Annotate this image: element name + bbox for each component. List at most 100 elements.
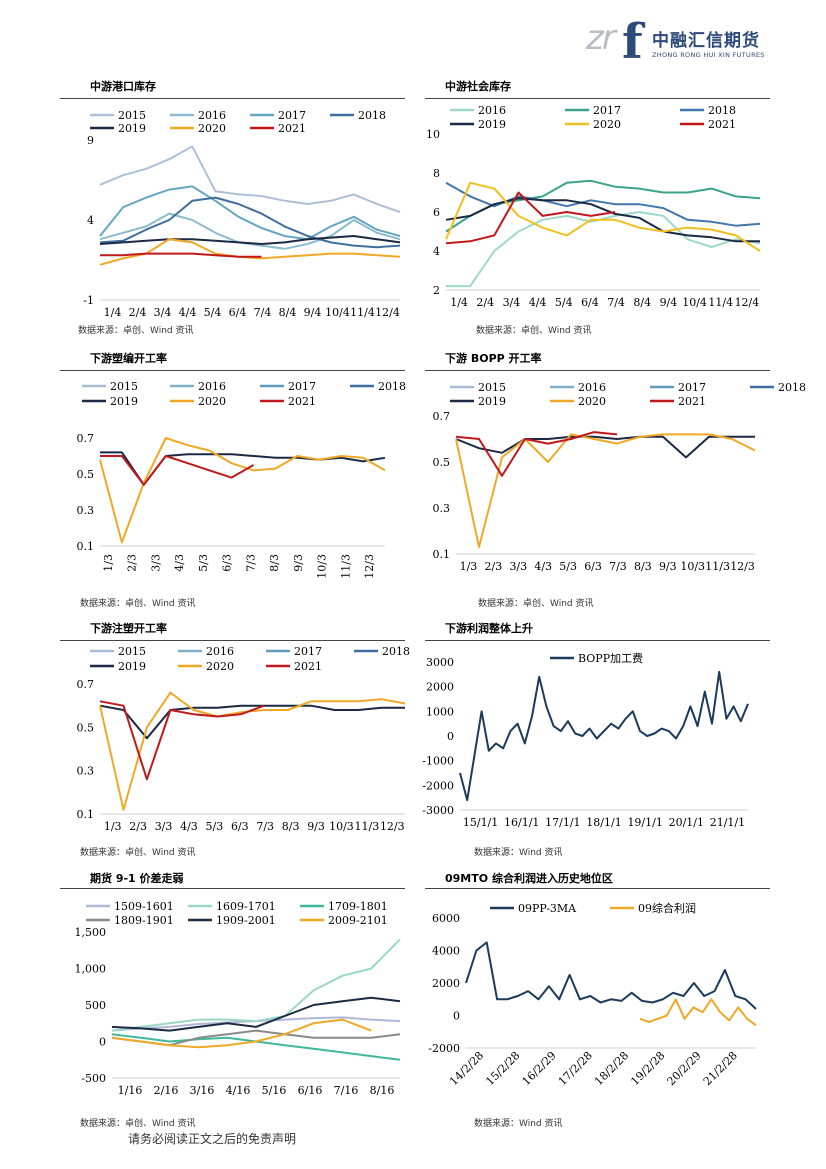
x-tick-label: 10/3 <box>316 554 329 579</box>
x-tick-label: 12/3 <box>363 554 376 579</box>
x-tick-label: 16/1/1 <box>504 816 539 829</box>
legend-label: 2021 <box>294 660 322 673</box>
x-tick-label: 5/3 <box>206 820 224 833</box>
chart-title: 下游注塑开工率 <box>90 622 167 635</box>
y-tick-label: 2000 <box>432 977 460 990</box>
x-tick-label: 1/4 <box>450 296 468 309</box>
legend-item: 2015 <box>90 645 146 658</box>
legend-item: 2017 <box>266 645 322 658</box>
x-tick-label: 17/1/1 <box>545 816 580 829</box>
x-tick-label: 5/3 <box>559 560 577 573</box>
chart-title: 下游塑编开工率 <box>90 352 167 365</box>
x-axis: 1/4 2/4 3/4 4/4 5/4 6/4 7/4 8/4 9/4 10/4 11/4 12/4 <box>104 306 400 319</box>
x-tick-label: 7/3 <box>244 554 257 572</box>
chart-source: 数据来源：卓创、Wind 资讯 <box>478 599 594 609</box>
legend-label: 2015 <box>118 645 146 658</box>
x-tick-label: 21/1/1 <box>710 816 745 829</box>
legend-label: 2019 <box>110 395 138 408</box>
chart-title: 下游 BOPP 开工率 <box>445 352 542 365</box>
x-tick-label: 2/3 <box>485 560 503 573</box>
legend-label: 09PP-3MA <box>518 902 577 915</box>
chart-title: 09MTO 综合利润进入历史地位区 <box>445 872 613 885</box>
y-axis: 10 8 6 4 2 <box>426 128 440 297</box>
legend-label: 2017 <box>278 109 306 122</box>
legend-item: 1809-1901 <box>86 914 174 927</box>
series-line <box>99 691 406 811</box>
legend: 1509-1601 1609-1701 1709-1801 1809-1901 1909… <box>86 900 388 927</box>
legend-label: 2016 <box>478 104 506 117</box>
series-group <box>99 145 401 266</box>
x-tick-label: 15/1/1 <box>463 816 498 829</box>
legend-item: 2020 <box>565 118 621 131</box>
header-rule <box>60 98 405 99</box>
x-tick-label: 4/16 <box>226 1084 251 1097</box>
x-tick-label: 11/4 <box>708 296 733 309</box>
legend-item: 2019 <box>450 395 506 408</box>
legend: 2015 2016 2017 2018 2019 2020 2021 <box>90 645 410 673</box>
y-tick-label: 0.7 <box>433 410 451 423</box>
x-tick-label: 2/4 <box>476 296 494 309</box>
x-tick-label: 9/3 <box>659 560 677 573</box>
series-line <box>111 1018 372 1049</box>
legend-item: 2018 <box>750 381 806 394</box>
legend-label: 2021 <box>288 395 316 408</box>
legend-label: 2018 <box>382 645 410 658</box>
x-tick-label: 6/3 <box>221 554 234 572</box>
chart-title: 中游社会库存 <box>445 80 511 93</box>
x-tick-label: 12/3 <box>380 820 405 833</box>
legend-item: 2021 <box>250 122 306 135</box>
x-axis: 15/1/1 16/1/1 17/1/1 18/1/1 19/1/1 20/1/1 21/1… <box>463 816 745 829</box>
y-tick-label: 1000 <box>426 705 454 718</box>
legend: 09PP-3MA 09综合利润 <box>490 901 696 915</box>
legend-item: 2016 <box>550 381 606 394</box>
legend-item: 2017 <box>565 104 621 117</box>
y-tick-label: 0.5 <box>77 468 95 481</box>
y-tick-label: 0 <box>453 1010 460 1023</box>
legend-label: 2020 <box>198 122 226 135</box>
chart-source: 数据来源：卓创、Wind 资讯 <box>78 326 194 336</box>
x-tick-label: 11/3 <box>355 820 380 833</box>
y-tick-label: 10 <box>426 128 440 141</box>
series-line <box>99 704 405 740</box>
legend-item: 2021 <box>680 118 736 131</box>
legend-label: 2016 <box>198 380 226 393</box>
legend-label: 2020 <box>198 395 226 408</box>
legend-label: 2019 <box>118 122 146 135</box>
x-tick-label: 4/3 <box>173 554 186 572</box>
legend-item: 2018 <box>330 109 386 122</box>
x-tick-label: 2/16 <box>154 1084 179 1097</box>
series-group <box>111 938 401 1061</box>
legend-item: 2018 <box>354 645 410 658</box>
y-tick-label: -2000 <box>422 779 454 792</box>
x-tick-label: 3/16 <box>190 1084 215 1097</box>
disclaimer: 请务必阅读正文之后的免责声明 <box>128 1132 297 1146</box>
legend-item: 2018 <box>350 380 406 393</box>
social-inventory-chart: 10 8 6 4 2 1/4 2/4 3/4 4/4 5/4 6/4 7/4 8/4 9/4 10/4 11/… <box>426 104 761 309</box>
series-group <box>445 179 761 288</box>
chart-source: 数据来源：Wind 资讯 <box>474 1119 563 1129</box>
legend-label: 2009-2101 <box>328 914 388 927</box>
logo-mark: zr <box>586 18 616 58</box>
x-tick-label: 6/16 <box>298 1084 323 1097</box>
legend-item: 2015 <box>90 109 146 122</box>
x-tick-label: 8/3 <box>282 820 300 833</box>
x-axis: 1/16 2/16 3/16 4/16 5/16 6/16 7/16 8/16 <box>118 1084 395 1097</box>
x-tick-label: 20/1/1 <box>669 816 704 829</box>
y-tick-label: 0.1 <box>433 548 451 561</box>
legend-label: 2021 <box>278 122 306 135</box>
section-rule <box>60 888 405 889</box>
y-tick-label: -500 <box>81 1072 106 1085</box>
series-line <box>99 235 401 245</box>
x-tick-label: 3/3 <box>155 820 173 833</box>
bopp-rate-chart: 0.70.50.30.11/3 2/3 3/3 4/3 5/3 6/3 7/3 8/3 9/3 1… <box>433 381 807 573</box>
legend-item: 1709-1801 <box>300 900 388 913</box>
bopp-profit-chart: 3000 2000 1000 0 -1000 -2000 -3000 15/1/1 16/1/1… <box>422 652 749 829</box>
x-tick-label: 7/3 <box>609 560 627 573</box>
legend-item: BOPP加工费 <box>550 652 643 665</box>
series-line <box>455 433 756 549</box>
chart-source: 数据来源：卓创、Wind 资讯 <box>80 599 196 609</box>
legend-label: 2018 <box>358 109 386 122</box>
legend: 2015 2016 2017 2018 2019 2020 2021 <box>82 380 406 408</box>
x-tick-label: 4/4 <box>529 296 547 309</box>
legend: 2015 2016 2017 2018 2019 2020 2021 <box>450 381 806 408</box>
